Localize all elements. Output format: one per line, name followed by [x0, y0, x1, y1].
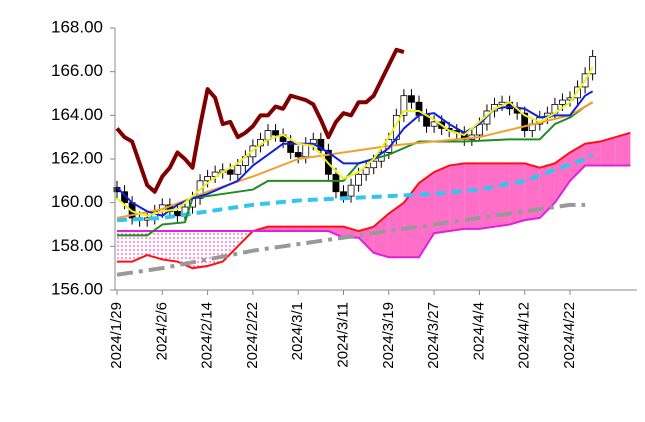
candle-body — [370, 160, 378, 169]
candle-body — [287, 141, 295, 153]
indicator-line — [116, 202, 586, 277]
indicator-line — [116, 90, 594, 217]
indicator-line — [116, 152, 594, 223]
x-tick-label: 2024/2/14 — [199, 302, 216, 369]
cloud — [313, 226, 329, 232]
cloud — [494, 163, 510, 227]
y-tick-label: 168.00 — [51, 17, 103, 36]
candle-body — [294, 152, 302, 158]
cloud — [585, 141, 601, 166]
x-tick-label: 2024/1/29 — [108, 302, 125, 369]
cloud — [539, 163, 555, 218]
cloud — [132, 231, 148, 262]
x-tick-label: 2024/4/12 — [516, 302, 533, 369]
candle-body — [347, 184, 355, 197]
cloud — [283, 226, 299, 232]
cloud — [449, 163, 465, 232]
candle-body — [408, 95, 415, 103]
indicator-line — [115, 47, 405, 194]
cloud — [328, 226, 344, 238]
candle-body — [272, 130, 279, 136]
candle-body — [559, 99, 566, 105]
indicator-line — [116, 66, 594, 217]
cloud — [298, 226, 314, 232]
candle-body — [173, 210, 181, 217]
x-tick-label: 2024/2/6 — [153, 302, 170, 360]
y-tick-label: 158.00 — [51, 236, 103, 255]
x-tick-label: 2024/3/1 — [289, 302, 306, 360]
y-tick-label: 162.00 — [51, 148, 103, 167]
y-tick-label: 164.00 — [51, 105, 103, 124]
cloud — [388, 202, 404, 258]
x-tick-label: 2024/4/4 — [470, 302, 487, 360]
cloud — [509, 163, 525, 225]
candle-body — [400, 95, 408, 116]
cloud — [268, 226, 284, 232]
candle-body — [430, 121, 438, 127]
y-tick-label: 166.00 — [51, 61, 103, 80]
cloud — [147, 231, 163, 260]
cloud — [403, 183, 419, 258]
candle-body — [340, 191, 347, 197]
candle-body — [234, 165, 242, 175]
x-tick-label: 2024/4/22 — [561, 302, 578, 369]
candle-body — [355, 173, 363, 186]
indicator-line — [116, 101, 594, 219]
cloud — [162, 231, 178, 262]
candle-body — [415, 101, 423, 116]
candle-body — [226, 169, 234, 175]
cloud — [207, 231, 223, 266]
cloud — [177, 231, 193, 269]
candle-body — [204, 176, 212, 182]
cloud-span — [117, 131, 631, 270]
candle-body — [362, 167, 370, 175]
y-tick-label: 160.00 — [51, 192, 103, 211]
y-tick-label: 156.00 — [51, 279, 103, 298]
cloud — [615, 132, 631, 166]
cloud-span — [117, 164, 631, 259]
cloud — [434, 165, 450, 234]
x-tick-label: 2024/3/27 — [425, 302, 442, 369]
cloud — [464, 163, 480, 229]
candle-body — [332, 173, 340, 193]
candle-body — [521, 112, 529, 132]
cloud — [554, 152, 570, 203]
x-tick-label: 2024/3/19 — [380, 302, 397, 369]
cloud — [600, 137, 616, 166]
cloud — [117, 231, 133, 262]
x-tick-label: 2024/2/22 — [244, 302, 261, 369]
cloud — [343, 226, 359, 238]
x-tick-label: 2024/3/11 — [334, 302, 351, 368]
candle-body — [589, 55, 597, 75]
candle-body — [317, 138, 325, 151]
indicator-line — [117, 101, 594, 237]
cloud — [479, 163, 495, 229]
